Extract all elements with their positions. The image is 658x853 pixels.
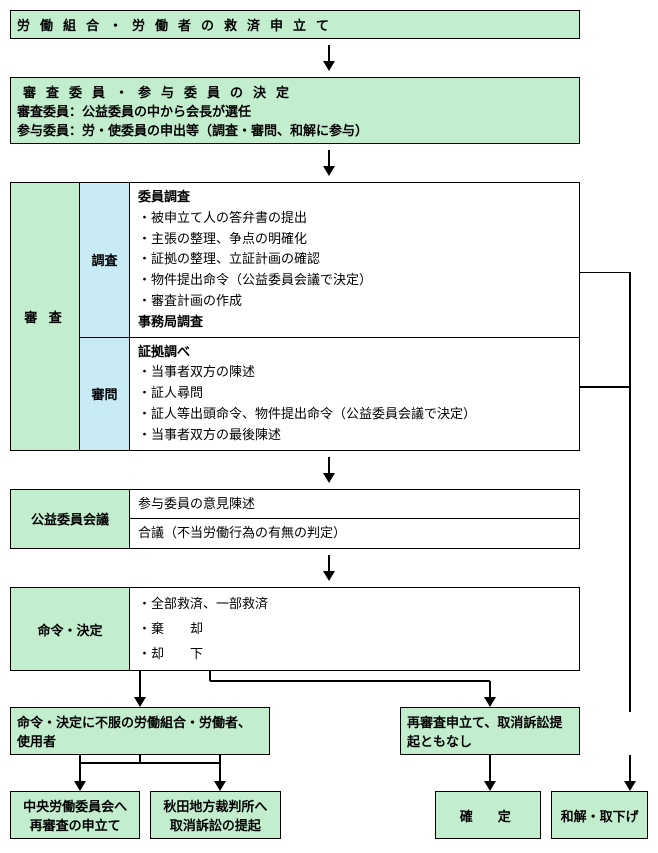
order-content: ・全部救済、一部救済 ・棄 却 ・却 下 [130,587,580,671]
inv-item: ・被申立て人の答弁書の提出 [138,208,571,229]
hear-item: ・当事者双方の最後陳述 [138,425,571,446]
confirmed-box: 確 定 [435,791,541,839]
public-committee-row1: 参与委員の意見陳述 [130,489,580,520]
order-item: ・全部救済、一部救済 [138,592,571,617]
public-committee-row2: 合議（不当労働行為の有無の判定） [130,519,580,549]
hearing-head: 証拠調べ [138,342,571,363]
hear-item: ・当事者双方の陳述 [138,362,571,383]
investigation-head: 委員調査 [138,187,571,208]
bottom-split-arrows [10,755,648,791]
committee-line2: 参与委員：労・使委員の申出等（調査・審問、和解に参与） [17,120,573,139]
step-committee-decision: 審査委員・参与委員の決定 審査委員：公益委員の中から会長が選任 参与委員：労・使… [10,77,580,144]
hearing-label: 審問 [80,338,130,451]
arrow-down-icon [44,555,614,581]
connector-right-top [580,272,640,712]
arrow-down-icon [44,150,614,176]
public-committee-label: 公益委員会議 [10,489,130,550]
order-label: 命令・決定 [10,587,130,671]
examination-label: 審 査 [10,182,80,451]
investigation-label: 調査 [80,182,130,338]
split-arrows [10,671,648,707]
public-committee-block: 公益委員会議 参与委員の意見陳述 合議（不当労働行為の有無の判定） [10,489,580,550]
arrow-down-icon [44,457,614,483]
investigation-content: 委員調査 ・被申立て人の答弁書の提出 ・主張の整理、争点の明確化 ・証拠の整理、… [130,182,580,338]
inv-item: ・審査計画の作成 [138,291,571,312]
reexam-to-central: 中央労働委員会へ再審査の申立て [10,791,140,839]
order-item: ・棄 却 [138,617,571,642]
order-item: ・却 下 [138,642,571,667]
hearing-content: 証拠調べ ・当事者双方の陳述 ・証人尋問 ・証人等出頭命令、物件提出命令（公益委… [130,338,580,451]
inv-item: ・物件提出命令（公益委員会議で決定） [138,270,571,291]
connector-right-mid [580,382,640,392]
arrow-down-icon [44,45,614,71]
dissatisfied-box: 命令・決定に不服の労働組合・労働者、使用者 [10,707,270,755]
investigation-foot: 事務局調査 [138,312,571,333]
settlement-box: 和解・取下げ [551,791,648,839]
inv-item: ・証拠の整理、立証計画の確認 [138,249,571,270]
inv-item: ・主張の整理、争点の明確化 [138,229,571,250]
hear-item: ・証人等出頭命令、物件提出命令（公益委員会議で決定） [138,404,571,425]
order-block: 命令・決定 ・全部救済、一部救済 ・棄 却 ・却 下 [10,587,580,671]
examination-block: 審 査 調査 委員調査 ・被申立て人の答弁書の提出 ・主張の整理、争点の明確化 … [10,182,580,451]
step-petition: 労働組合・労働者の救済申立て [10,10,580,39]
hear-item: ・証人尋問 [138,383,571,404]
no-reexam-box: 再審査申立て、取消訴訟提起ともなし [400,707,580,755]
committee-line1: 審査委員：公益委員の中から会長が選任 [17,101,573,120]
committee-title: 審査委員・参与委員の決定 [17,82,573,101]
lawsuit-akita: 秋田地方裁判所へ取消訴訟の提起 [150,791,280,839]
